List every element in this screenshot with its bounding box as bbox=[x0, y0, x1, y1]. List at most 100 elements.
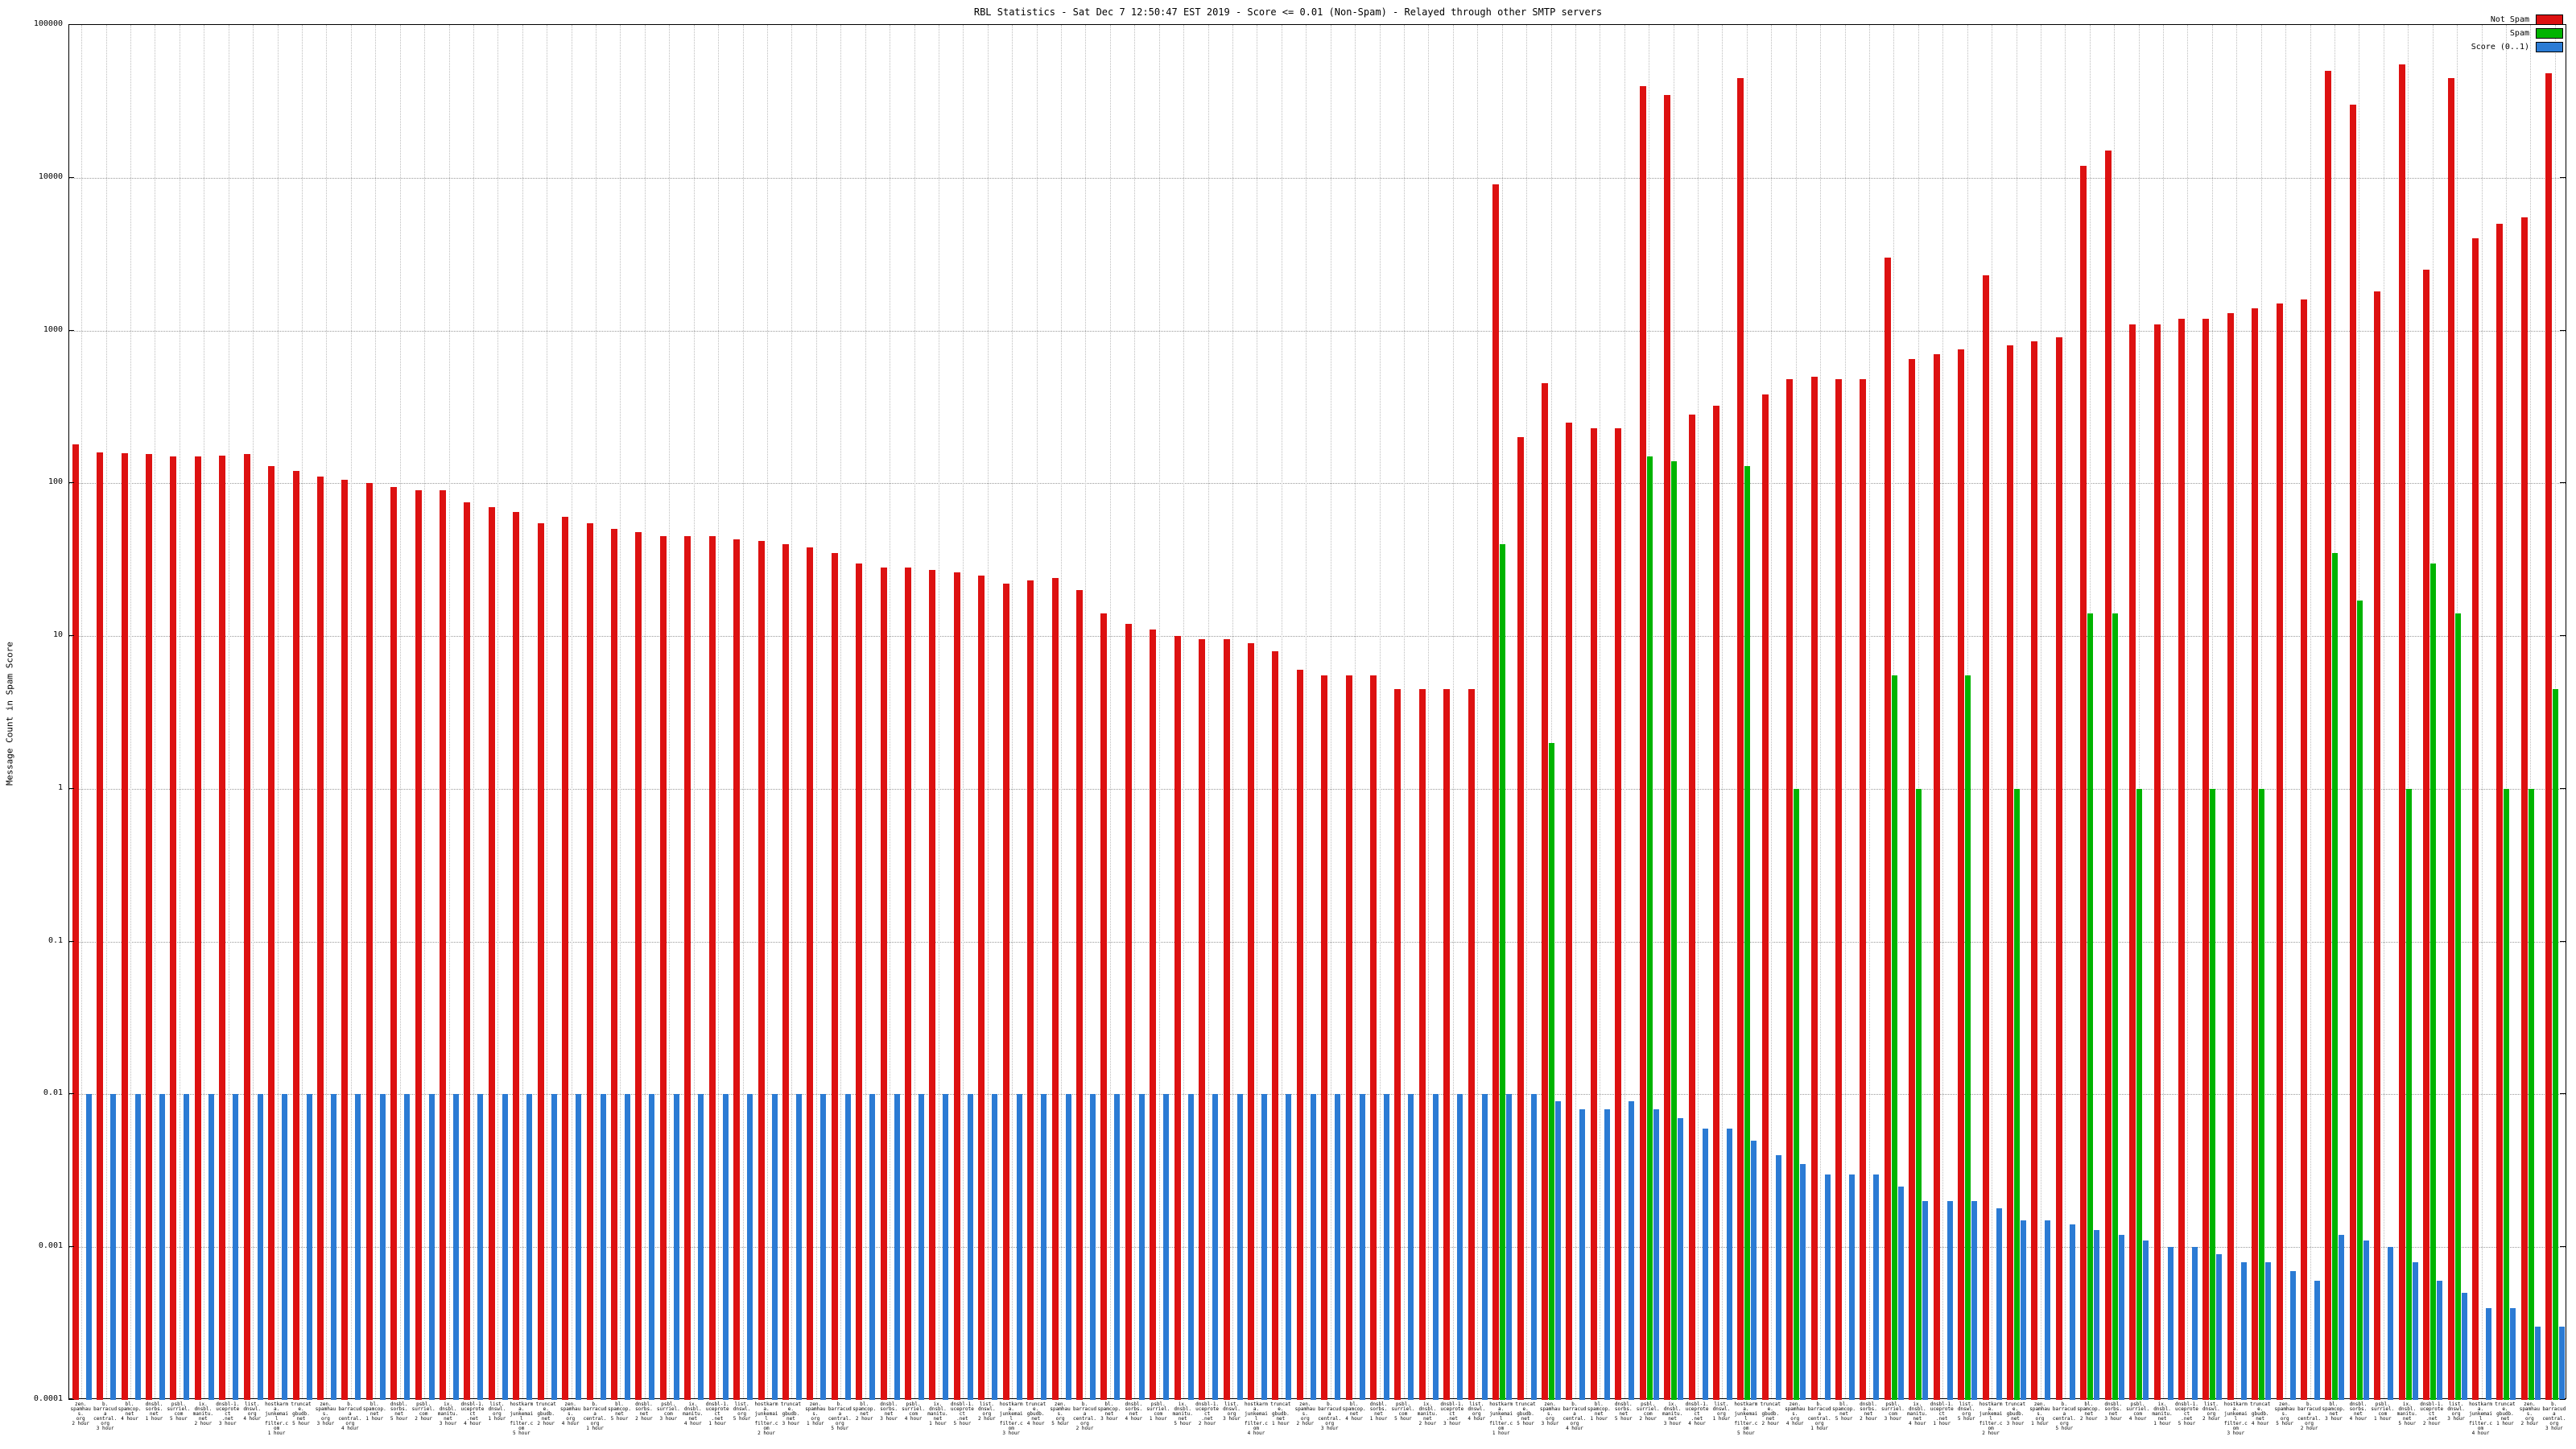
grid-line-v bbox=[1844, 25, 1846, 1398]
y-tick-mark bbox=[68, 1246, 74, 1248]
bar-score bbox=[257, 1094, 263, 1400]
bar-score bbox=[1457, 1094, 1463, 1400]
bar-score bbox=[2314, 1281, 2321, 1400]
grid-line-v bbox=[1868, 25, 1870, 1398]
y-tick-mark bbox=[68, 482, 74, 484]
bar-score bbox=[477, 1094, 484, 1400]
grid-line-v bbox=[302, 25, 303, 1398]
x-tick-label: dnsbl-1. uceprotect .net 5 hour bbox=[2175, 1402, 2198, 1426]
bar-score bbox=[184, 1094, 190, 1400]
grid-line-v bbox=[620, 25, 621, 1398]
grid-line-v bbox=[693, 25, 695, 1398]
grid-line-h bbox=[69, 483, 2566, 485]
bar-not-spam bbox=[1199, 639, 1206, 1400]
plot-area bbox=[68, 24, 2566, 1400]
x-tick-label: list. dnswl. org 5 hour bbox=[733, 1402, 751, 1422]
y-tick-label: 100000 bbox=[33, 19, 63, 28]
bar-not-spam bbox=[733, 539, 741, 1400]
bar-score bbox=[1016, 1094, 1022, 1400]
grid-line-v bbox=[1306, 25, 1307, 1398]
grid-line-v bbox=[1134, 25, 1136, 1398]
x-tick-label: dnsbl. sorbs. net 3 hour bbox=[2104, 1402, 2123, 1422]
y-tick-mark bbox=[68, 1399, 74, 1400]
legend-swatch bbox=[2536, 42, 2563, 52]
bar-not-spam bbox=[1296, 670, 1303, 1400]
bar-spam bbox=[2356, 601, 2363, 1400]
x-tick-label: ix. dnsbl. manitu. net 2 hour bbox=[1417, 1402, 1439, 1426]
bar-not-spam bbox=[2227, 312, 2234, 1400]
grid-line-v bbox=[1624, 25, 1625, 1398]
bar-score bbox=[2167, 1247, 2174, 1400]
x-tick-label: b. barracuda central. org 3 hour bbox=[2542, 1402, 2566, 1431]
grid-line-v bbox=[375, 25, 377, 1398]
grid-line-v bbox=[1085, 25, 1087, 1398]
bar-not-spam bbox=[1272, 650, 1279, 1400]
bar-score bbox=[428, 1094, 435, 1400]
x-tick-label: bl. spamcop. net 1 hour bbox=[362, 1402, 386, 1422]
y-tick-mark bbox=[2560, 940, 2566, 942]
y-tick-label: 10 bbox=[52, 630, 63, 640]
x-tick-label: list. dnswl. org 4 hour bbox=[243, 1402, 261, 1422]
x-tick-label: zen. spamhaus. org 4 hour bbox=[1785, 1402, 1806, 1426]
bar-score bbox=[1236, 1094, 1243, 1400]
bar-not-spam bbox=[2153, 324, 2161, 1400]
x-tick-label: dnsbl. sorbs. net 3 hour bbox=[880, 1402, 898, 1422]
grid-line-v bbox=[399, 25, 401, 1398]
bar-not-spam bbox=[2374, 291, 2381, 1400]
bar-not-spam bbox=[2202, 318, 2210, 1400]
bar-score bbox=[795, 1094, 802, 1400]
x-tick-label: hostkarma. junkemail filter.com 4 hour bbox=[2469, 1402, 2492, 1436]
bar-score bbox=[1775, 1154, 1781, 1400]
grid-line-v bbox=[791, 25, 793, 1398]
legend-row: Not Spam bbox=[2491, 14, 2563, 25]
y-tick-label: 0.1 bbox=[47, 935, 63, 945]
legend-swatch bbox=[2536, 14, 2563, 25]
grid-line-v bbox=[644, 25, 646, 1398]
grid-line-v bbox=[2236, 25, 2238, 1398]
bar-not-spam bbox=[121, 452, 128, 1400]
bar-score bbox=[673, 1094, 679, 1400]
bar-score bbox=[747, 1094, 753, 1400]
y-tick-mark bbox=[2560, 482, 2566, 484]
x-tick-label: dnsbl-1. uceprotect .net 4 hour bbox=[1685, 1402, 1709, 1426]
y-tick-mark bbox=[2560, 1246, 2566, 1248]
x-tick-label: psbl. surriel. com 3 hour bbox=[1880, 1402, 1905, 1422]
bar-not-spam bbox=[1884, 258, 1891, 1400]
bar-not-spam bbox=[2520, 217, 2528, 1400]
bar-not-spam bbox=[2007, 345, 2013, 1400]
x-tick-label: zen. spamhaus. org 1 hour bbox=[805, 1402, 826, 1426]
bar-not-spam bbox=[2472, 238, 2479, 1400]
bar-not-spam bbox=[1737, 77, 1744, 1400]
grid-line-v bbox=[1550, 25, 1552, 1398]
bar-not-spam bbox=[1492, 184, 1500, 1400]
x-tick-label: dnsbl. sorbs. net 2 hour bbox=[635, 1402, 653, 1422]
bar-spam bbox=[2504, 788, 2510, 1400]
bar-not-spam bbox=[1909, 359, 1916, 1400]
y-tick-mark bbox=[68, 24, 74, 25]
grid-line-v bbox=[277, 25, 279, 1398]
y-tick-label: 0.01 bbox=[43, 1088, 63, 1098]
x-tick-label: zen. spamhaus. org 1 hour bbox=[2029, 1402, 2050, 1426]
grid-line-v bbox=[2285, 25, 2287, 1398]
bar-score bbox=[355, 1094, 361, 1400]
bar-not-spam bbox=[880, 568, 887, 1400]
bar-score bbox=[2069, 1224, 2075, 1400]
bar-score bbox=[1212, 1094, 1219, 1400]
grid-line-v bbox=[1355, 25, 1356, 1398]
bar-score bbox=[1481, 1094, 1488, 1400]
bar-not-spam bbox=[1223, 639, 1230, 1400]
bar-score bbox=[1163, 1094, 1170, 1400]
x-tick-label: ix. dnsbl. manitu. net 3 hour bbox=[437, 1402, 459, 1426]
x-tick-label: truncate. gbudb. net 4 hour bbox=[2250, 1402, 2271, 1426]
x-tick-label: truncate. gbudb. net 4 hour bbox=[1025, 1402, 1046, 1426]
chart-title: RBL Statistics - Sat Dec 7 12:50:47 EST … bbox=[973, 6, 1603, 18]
bar-score bbox=[1041, 1094, 1047, 1400]
bar-score bbox=[1996, 1208, 2002, 1400]
grid-line-v bbox=[2505, 25, 2507, 1398]
bar-score bbox=[1678, 1117, 1684, 1400]
x-tick-label: b. barracuda central. org 4 hour bbox=[338, 1402, 362, 1431]
bar-spam bbox=[1965, 675, 1971, 1400]
legend-row: Score (0..1) bbox=[2471, 42, 2563, 52]
grid-line-h bbox=[69, 1247, 2566, 1249]
legend-label: Not Spam bbox=[2490, 15, 2529, 24]
